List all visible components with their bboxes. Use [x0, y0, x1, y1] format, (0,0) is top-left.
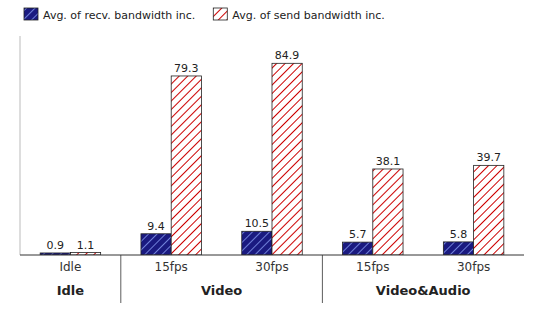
data-labels: 0.9 9.4 10.5 5.7 5.8 1.1 79.3 84.9 38.1 39.7 — [47, 49, 501, 252]
chart-svg: 0.9 9.4 10.5 5.7 5.8 1.1 79.3 84.9 38.1 39.7 Idle 1… — [0, 0, 536, 317]
legend: Avg. of recv. bandwidth inc. Avg. of send… — [24, 8, 385, 22]
bar — [171, 76, 201, 255]
data-label: 10.5 — [245, 217, 270, 230]
bar — [373, 169, 403, 255]
bar — [443, 242, 473, 255]
legend-swatch — [213, 8, 227, 20]
legend-label: Avg. of send bandwidth inc. — [232, 9, 384, 22]
x-tick-label: 15fps — [356, 260, 389, 274]
bar — [343, 242, 373, 255]
data-label: 5.8 — [450, 228, 468, 241]
data-label: 9.4 — [147, 220, 165, 233]
chart-container: 0.9 9.4 10.5 5.7 5.8 1.1 79.3 84.9 38.1 39.7 Idle 1… — [0, 0, 536, 317]
data-label: 5.7 — [349, 228, 367, 241]
x-tick-label: 30fps — [457, 260, 490, 274]
group-label: Idle — [57, 283, 85, 298]
legend-label: Avg. of recv. bandwidth inc. — [43, 9, 195, 22]
x-tick-label: 15fps — [155, 260, 188, 274]
bar — [242, 231, 272, 255]
group-separator — [120, 255, 121, 303]
x-tick-label: 30fps — [255, 260, 288, 274]
x-axis-line — [20, 255, 524, 256]
bar — [272, 63, 302, 255]
bar — [141, 234, 171, 255]
y-axis-line — [20, 36, 21, 255]
group-label: Video — [201, 283, 242, 298]
data-label: 38.1 — [376, 155, 401, 168]
group-separator — [322, 255, 323, 303]
legend-swatch — [24, 8, 38, 20]
plot-area — [40, 63, 504, 255]
group-label: Video&Audio — [376, 283, 471, 298]
data-label: 79.3 — [174, 62, 199, 75]
x-tick-label: Idle — [59, 260, 81, 274]
data-label: 84.9 — [275, 49, 300, 62]
bar — [474, 165, 504, 255]
data-label: 0.9 — [47, 239, 65, 252]
data-label: 1.1 — [77, 239, 95, 252]
data-label: 39.7 — [476, 151, 501, 164]
